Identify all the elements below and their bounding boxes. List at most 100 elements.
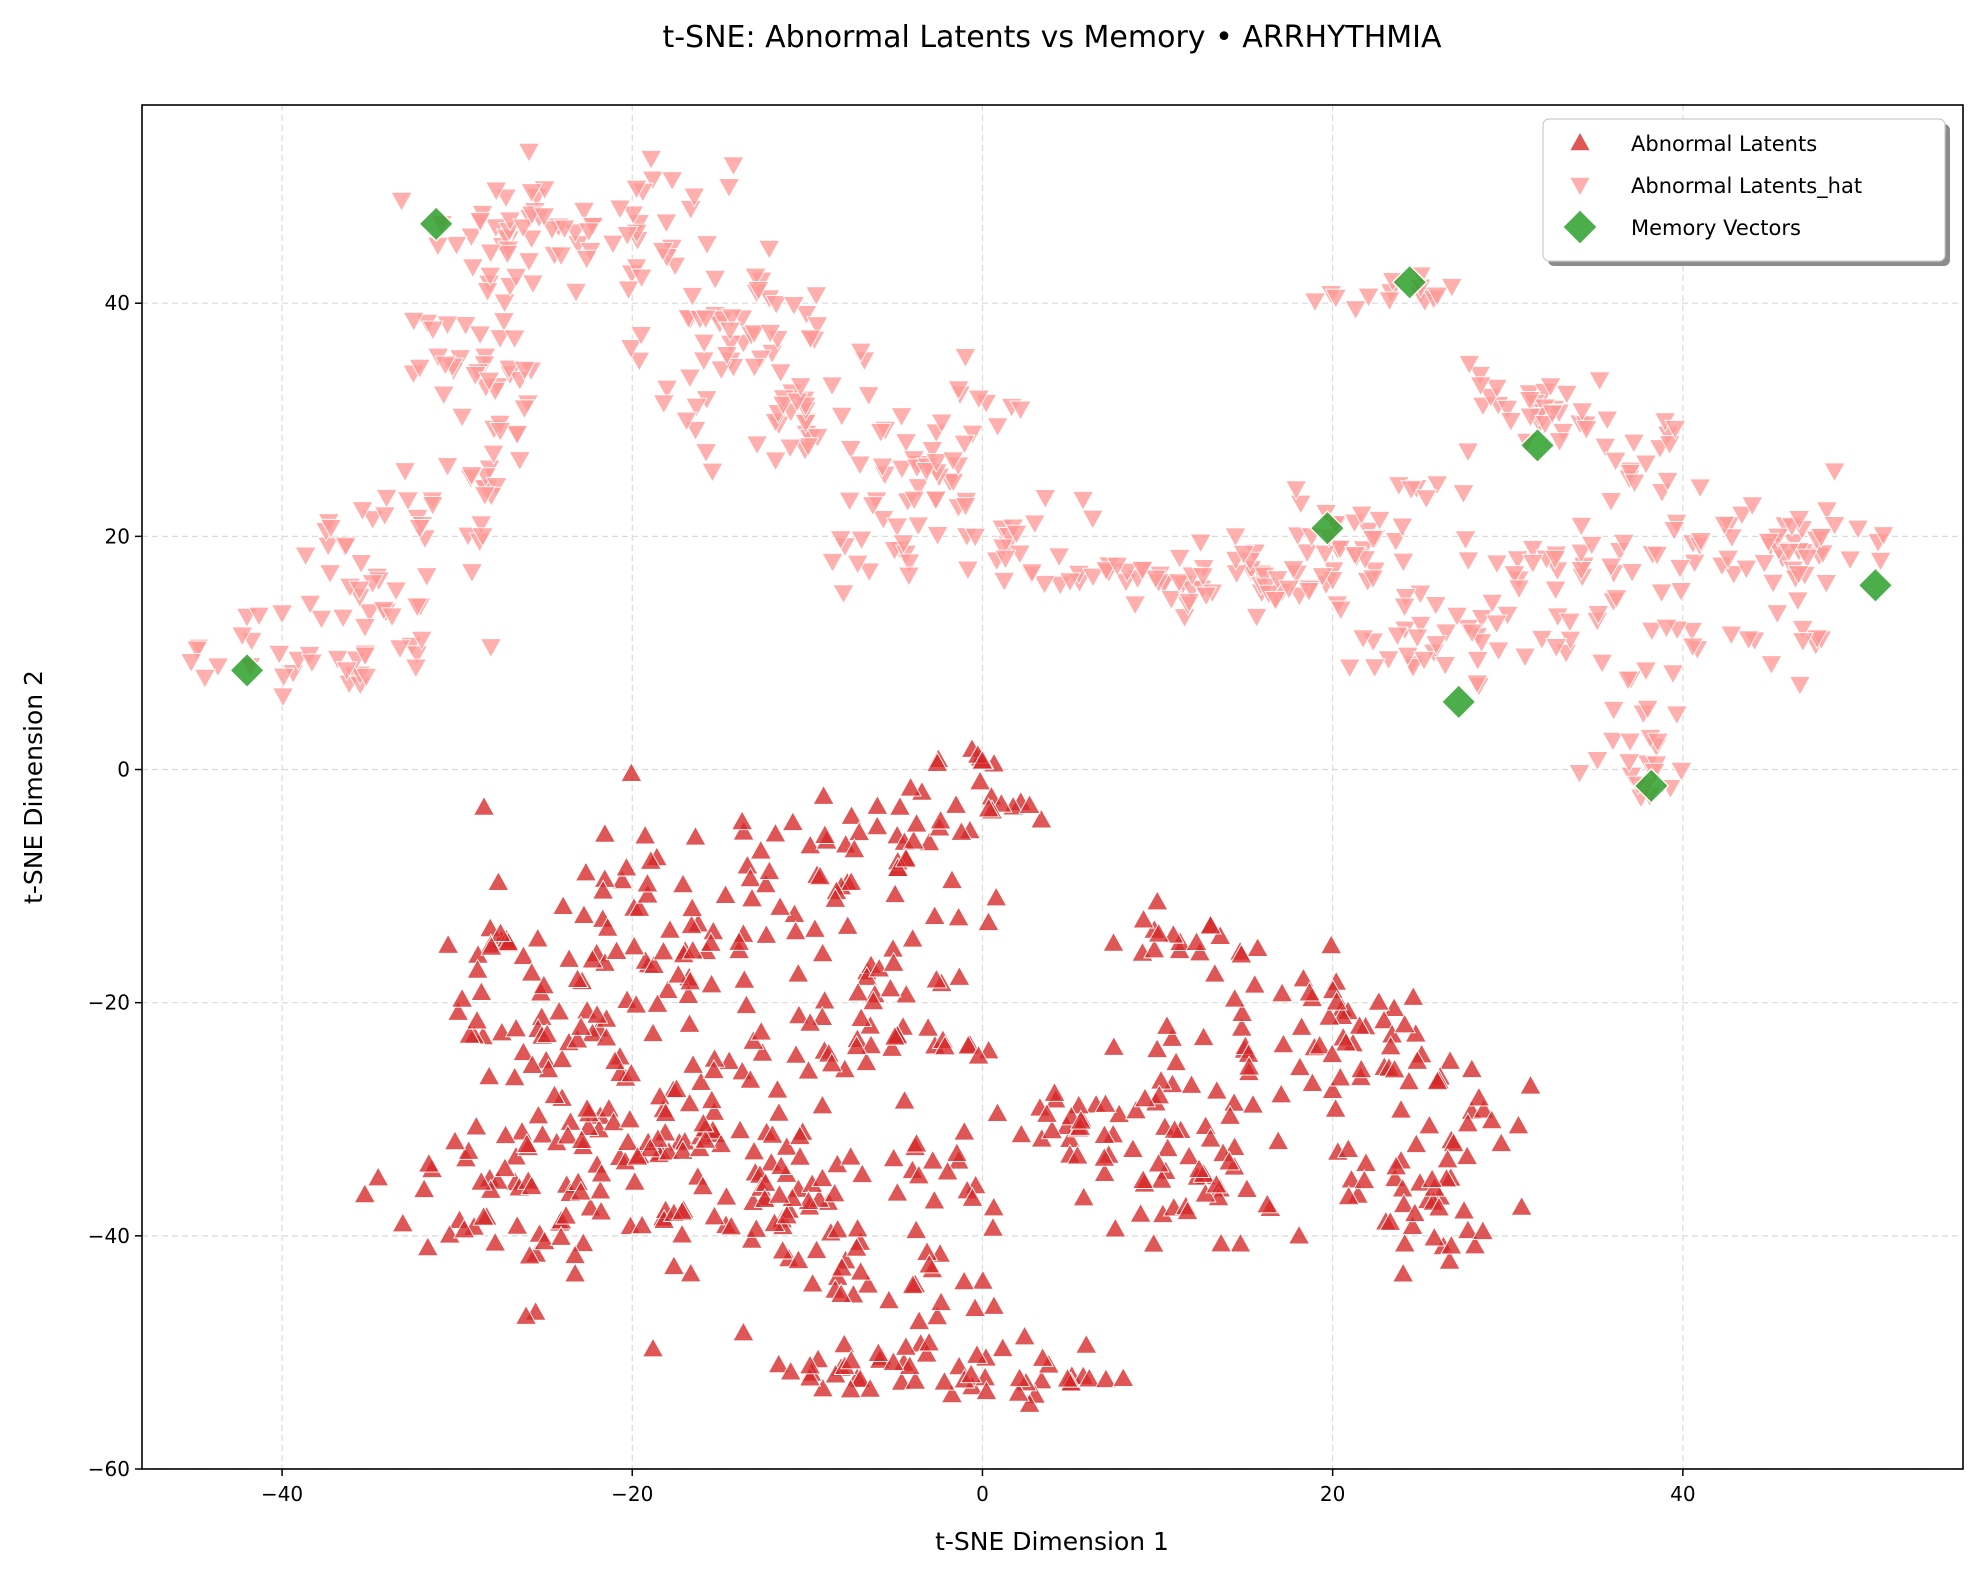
abnormal-latent-hat-point xyxy=(1396,646,1420,667)
abnormal-latent-point xyxy=(750,1020,773,1041)
abnormal-latent-hat-point xyxy=(849,342,873,363)
legend-box xyxy=(1542,118,1946,262)
abnormal-latent-point xyxy=(982,1196,1005,1217)
abnormal-latent-hat-point xyxy=(511,218,535,239)
abnormal-latent-hat-point xyxy=(335,661,358,682)
abnormal-latent-hat-point xyxy=(1329,600,1353,621)
abnormal-latent-point xyxy=(735,993,758,1014)
abnormal-latent-point xyxy=(947,906,970,927)
abnormal-latent-point xyxy=(521,1053,544,1074)
abnormal-latent-hat-point xyxy=(1518,391,1542,412)
abnormal-latent-hat-point xyxy=(1357,287,1380,308)
abnormal-latent-point xyxy=(1456,1112,1480,1133)
abnormal-latent-point xyxy=(1121,1137,1145,1158)
abnormal-latent-hat-point xyxy=(850,530,873,551)
abnormal-latent-hat-point xyxy=(1791,632,1815,653)
abnormal-latent-hat-point xyxy=(1470,633,1493,654)
abnormal-latent-point xyxy=(641,1022,665,1043)
abnormal-latent-point xyxy=(446,1000,470,1021)
abnormal-latent-point xyxy=(680,913,703,935)
abnormal-latent-point xyxy=(1427,1196,1451,1217)
abnormal-latent-point xyxy=(761,1123,784,1144)
abnormal-latent-point xyxy=(671,1139,695,1160)
abnormal-latent-hat-point xyxy=(1507,579,1531,600)
abnormal-latent-point xyxy=(899,776,922,797)
memory-vector-point xyxy=(1633,767,1670,804)
abnormal-latent-hat-point xyxy=(575,249,598,270)
abnormal-latent-hat-point xyxy=(1689,478,1712,499)
abnormal-latent-point xyxy=(1199,914,1222,935)
abnormal-latent-point xyxy=(1146,890,1169,911)
abnormal-latent-hat-point xyxy=(408,358,431,379)
abnormal-latent-hat-point xyxy=(503,329,526,350)
abnormal-latent-hat-point xyxy=(388,639,412,660)
abnormal-latent-hat-point xyxy=(1047,547,1071,568)
abnormal-latent-hat-point xyxy=(1485,378,1509,399)
abnormal-latent-point xyxy=(610,869,634,890)
abnormal-latent-point xyxy=(633,824,657,845)
abnormal-latent-point xyxy=(543,1083,566,1105)
abnormal-latent-hat-point xyxy=(1661,664,1685,685)
abnormal-latent-point xyxy=(936,1160,959,1181)
abnormal-latent-point xyxy=(616,1130,640,1151)
abnormal-latent-point xyxy=(775,1135,798,1156)
abnormal-latent-hat-point xyxy=(564,282,588,303)
abnormal-latent-point xyxy=(1230,943,1253,964)
abnormal-latent-point xyxy=(952,1270,976,1291)
abnormal-latent-hat-point xyxy=(1521,553,1545,574)
abnormal-latent-hat-point xyxy=(358,603,381,624)
abnormal-latent-hat-point xyxy=(1344,300,1367,321)
abnormal-latent-point xyxy=(787,1248,810,1269)
abnormal-latent-point xyxy=(967,1044,990,1065)
abnormal-latent-point xyxy=(959,1363,983,1384)
abnormal-latent-point xyxy=(646,992,669,1013)
abnormal-latent-hat-point xyxy=(954,496,977,518)
abnormal-latent-point xyxy=(1176,1199,1199,1221)
abnormal-latent-point xyxy=(443,1130,467,1151)
abnormal-latent-hat-point xyxy=(1575,420,1598,441)
abnormal-latent-hat-point xyxy=(1599,492,1623,513)
abnormal-latent-point xyxy=(901,1273,925,1294)
abnormal-latent-hat-point xyxy=(942,472,965,493)
abnormal-latent-point xyxy=(569,1015,593,1036)
legend-label-memory-vectors: Memory Vectors xyxy=(1631,216,1801,240)
abnormal-latent-point xyxy=(1145,1037,1169,1058)
abnormal-latent-hat-point xyxy=(1452,484,1475,505)
abnormal-latent-point xyxy=(1490,1131,1513,1153)
abnormal-latent-point xyxy=(572,1231,595,1252)
abnormal-latent-hat-point xyxy=(1081,509,1104,530)
abnormal-latent-point xyxy=(638,1137,662,1158)
abnormal-latent-hat-point xyxy=(298,594,322,615)
abnormal-latent-point xyxy=(829,1282,853,1303)
abnormal-latent-hat-point xyxy=(710,360,733,381)
abnormal-latent-hat-point xyxy=(1144,569,1168,590)
abnormal-latent-point xyxy=(692,1112,715,1133)
abnormal-latent-point xyxy=(840,804,863,825)
abnormal-latent-hat-point xyxy=(1434,623,1458,644)
abnormal-latent-hat-point xyxy=(858,562,881,583)
abnormal-latent-point xyxy=(830,1256,854,1277)
abnormal-latent-hat-point xyxy=(1815,501,1839,522)
abnormal-latent-point xyxy=(904,1218,928,1240)
abnormal-latent-hat-point xyxy=(1590,653,1614,674)
abnormal-latent-point xyxy=(882,1147,905,1168)
abnormal-latent-hat-point xyxy=(1735,559,1758,580)
y-tick-label: −40 xyxy=(88,1224,130,1248)
abnormal-latent-hat-point xyxy=(1264,590,1287,612)
abnormal-latent-point xyxy=(1480,1109,1503,1130)
abnormal-latent-hat-point xyxy=(384,581,408,602)
abnormal-latent-hat-point xyxy=(410,630,433,651)
abnormal-latent-point xyxy=(1031,1346,1054,1367)
abnormal-latent-point xyxy=(1124,1099,1148,1120)
abnormal-latent-point xyxy=(883,1025,907,1046)
abnormal-latent-point xyxy=(905,1132,928,1153)
abnormal-latent-hat-point xyxy=(625,258,648,279)
abnormal-latent-hat-point xyxy=(1386,626,1409,647)
abnormal-latent-point xyxy=(944,793,968,814)
abnormal-latent-hat-point xyxy=(1071,490,1095,511)
abnormal-latent-hat-point xyxy=(1020,563,1044,584)
abnormal-latent-hat-point xyxy=(268,644,291,665)
abnormal-latent-point xyxy=(654,1101,677,1122)
abnormal-latent-hat-point xyxy=(1823,462,1846,483)
abnormal-latent-point xyxy=(1056,1367,1079,1388)
